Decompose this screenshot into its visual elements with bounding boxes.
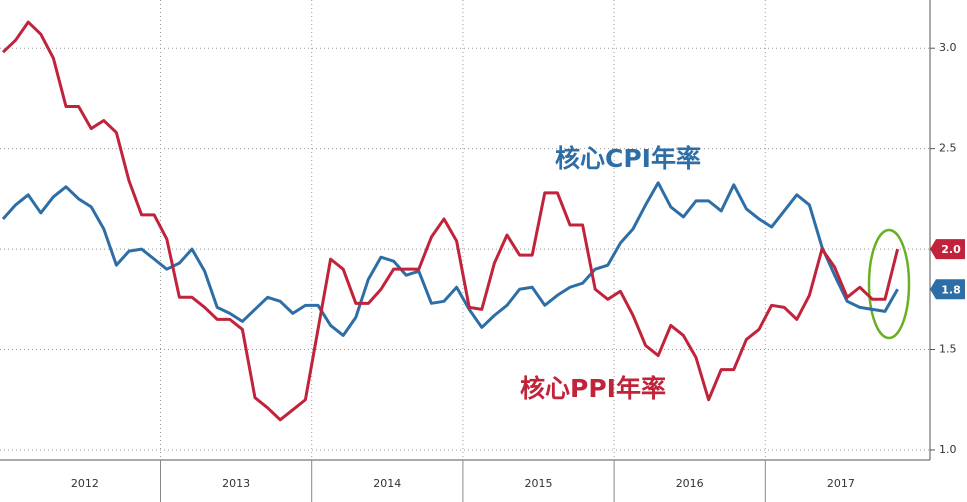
x-tick-label: 2016	[676, 477, 704, 490]
x-tick-label: 2015	[525, 477, 553, 490]
x-tick-label: 2014	[373, 477, 401, 490]
series-name: 核心PPI年率	[520, 374, 666, 403]
value-label-box	[930, 279, 965, 300]
value-label: 1.8	[941, 283, 961, 296]
series-line	[1, 181, 899, 337]
value-label-box	[930, 239, 965, 260]
x-tick-label: 2012	[71, 477, 99, 490]
x-tick-label: 2013	[222, 477, 250, 490]
series-name: 核心CPI年率	[555, 144, 701, 173]
y-tick-label: 2.5	[939, 142, 957, 155]
x-tick-label: 2017	[827, 477, 855, 490]
series-line	[1, 20, 900, 422]
value-label: 2.0	[941, 243, 961, 256]
y-tick-label: 1.5	[939, 343, 957, 356]
y-tick-label: 1.0	[939, 443, 957, 456]
highlight-ellipse	[867, 228, 911, 340]
y-tick-label: 3.0	[939, 41, 957, 54]
